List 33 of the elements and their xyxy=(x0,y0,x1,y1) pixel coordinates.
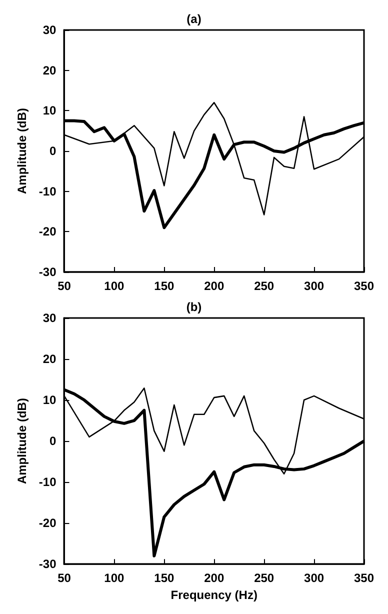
y-tick-label: -10 xyxy=(38,475,57,490)
x-tick-label: 150 xyxy=(154,571,174,586)
x-tick-label: 50 xyxy=(58,279,72,293)
y-tick-label: 0 xyxy=(50,434,57,448)
chart-title: (b) xyxy=(186,300,202,314)
y-tick-label: 20 xyxy=(42,352,57,366)
y-tick-label: 0 xyxy=(50,144,57,158)
x-tick-label: 250 xyxy=(254,571,274,586)
x-tick-label: 300 xyxy=(304,571,324,586)
y-tick-label: 30 xyxy=(42,311,57,325)
y-tick-label: -30 xyxy=(38,265,57,279)
y-tick-label: -20 xyxy=(38,516,57,530)
y-axis-title: Amplitude (dB) xyxy=(15,398,29,484)
x-axis-title: Frequency (Hz) xyxy=(170,588,258,602)
x-tick-label: 350 xyxy=(354,279,374,293)
y-tick-label: -10 xyxy=(38,184,57,198)
y-tick-label: -20 xyxy=(38,224,57,239)
x-tick-label: 100 xyxy=(104,571,125,586)
x-tick-label: 100 xyxy=(104,279,125,293)
y-axis-title: Amplitude (dB) xyxy=(15,108,29,194)
y-tick-label: 20 xyxy=(42,63,57,78)
x-tick-label: 150 xyxy=(154,279,174,293)
y-tick-label: -30 xyxy=(38,557,57,572)
chart-title: (a) xyxy=(186,12,202,26)
x-tick-label: 300 xyxy=(304,279,324,293)
x-tick-label: 250 xyxy=(254,279,274,293)
y-tick-label: 30 xyxy=(42,23,57,37)
y-tick-label: 10 xyxy=(42,393,57,408)
x-tick-label: 200 xyxy=(204,279,224,293)
x-tick-label: 50 xyxy=(58,571,72,586)
y-tick-label: 10 xyxy=(42,104,57,118)
x-tick-label: 350 xyxy=(354,571,374,586)
x-tick-label: 200 xyxy=(204,571,224,586)
